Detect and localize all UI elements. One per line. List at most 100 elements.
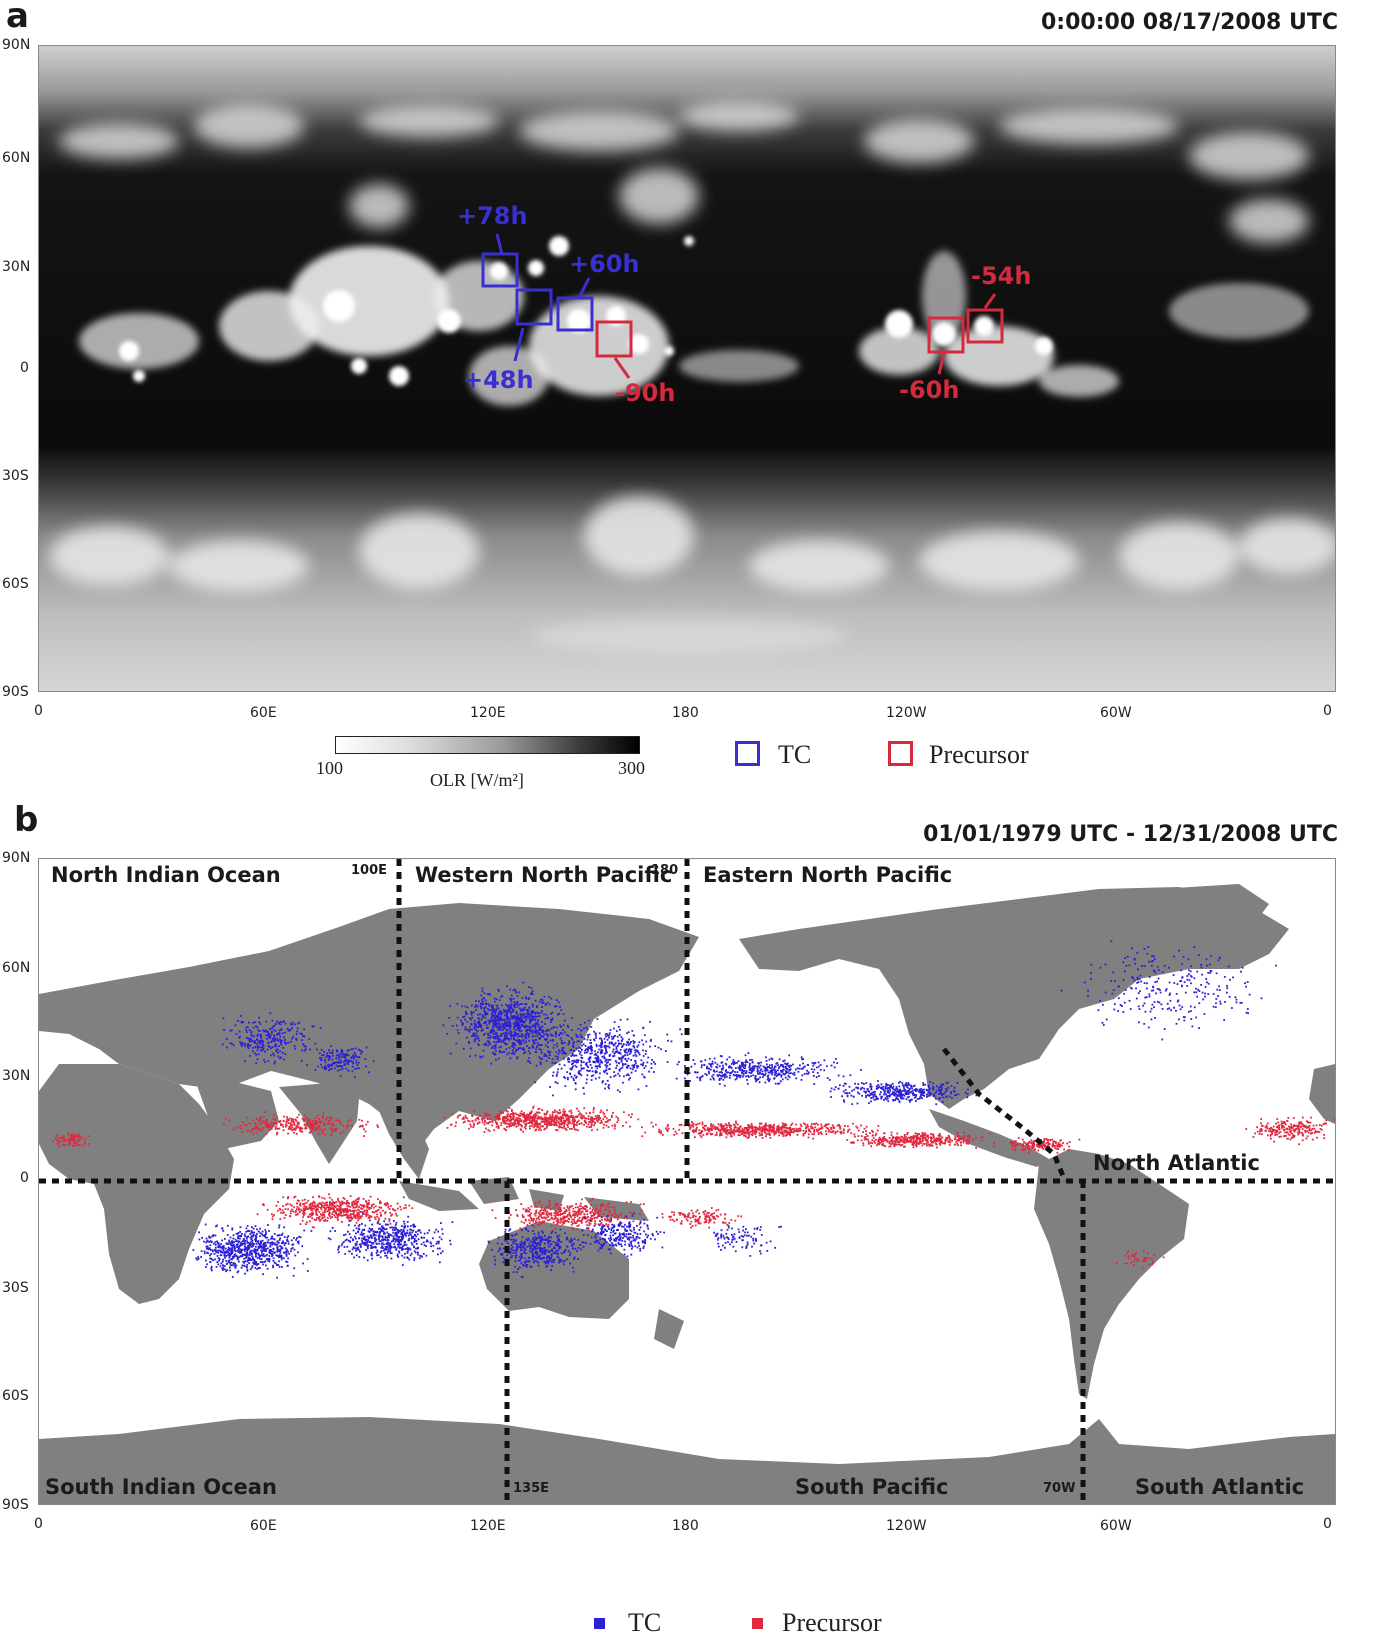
track-point [510,1012,512,1015]
track-point [523,1041,526,1044]
track-point [72,1135,74,1138]
track-point [587,1046,590,1048]
track-point [465,1036,468,1039]
track-point [617,1216,619,1219]
track-point [70,1135,73,1138]
track-point [559,1217,562,1220]
track-point [340,1204,343,1206]
track-point [580,1211,583,1214]
panel-a-lon-180: 180 [672,705,699,721]
track-point [922,1137,925,1139]
track-point [881,1144,883,1146]
track-point [482,1015,484,1018]
track-point [558,1049,560,1051]
track-point [915,1145,918,1148]
track-point [395,1212,397,1215]
track-point [319,1207,322,1209]
track-point [624,1057,627,1060]
track-point [477,1044,480,1047]
track-point [570,1109,573,1112]
track-point [540,1117,542,1120]
track-point [1311,1138,1314,1141]
track-point [341,1214,344,1217]
track-point [524,1118,527,1120]
track-point [547,1219,549,1222]
track-point [795,1123,797,1126]
track-point [287,1197,289,1200]
track-point [864,1137,867,1140]
track-point [915,1138,918,1141]
track-point [889,1143,892,1145]
track-point [498,1116,500,1119]
track-point [914,1141,916,1144]
track-point [535,1064,538,1067]
track-point [77,1139,80,1142]
track-point [78,1136,81,1138]
track-point [921,1144,924,1147]
track-point [533,1118,536,1121]
track-point [570,1116,573,1119]
track-point [694,1218,697,1221]
track-point [319,1219,321,1222]
track-point [527,1009,529,1012]
track-point [558,1109,561,1111]
track-point [505,1003,507,1006]
track-point [1013,1140,1016,1143]
track-point [652,1125,654,1128]
track-point [466,1021,469,1023]
track-point [361,1125,364,1128]
track-point [517,1048,519,1051]
track-point [802,1129,805,1132]
track-point [508,1020,511,1023]
track-point [608,1206,610,1209]
track-point [473,1040,476,1043]
track-point [912,1140,915,1143]
track-point [856,1139,859,1142]
track-point [562,1221,564,1223]
track-point [938,1142,941,1145]
track-point [606,1062,608,1064]
track-point [533,1114,535,1117]
track-point [487,1036,489,1039]
track-point [288,1126,291,1128]
track-point [295,1208,298,1210]
track-point [549,1122,552,1125]
panel-a-lat-60s: 60S [2,576,29,592]
track-point [834,1132,837,1135]
track-point [544,1123,546,1125]
track-point [710,1213,713,1216]
track-point [965,1142,968,1145]
track-point [536,1126,539,1129]
track-point [810,1127,813,1130]
track-point [1141,1266,1144,1269]
track-point [619,1090,621,1093]
track-point [575,1061,578,1064]
track-point [573,1123,575,1126]
track-point [349,1210,352,1213]
track-point [540,1213,543,1215]
track-point [539,1061,542,1064]
track-point [464,1026,467,1029]
track-point [476,1117,478,1120]
track-point [287,1127,290,1130]
track-point [690,1124,693,1127]
track-point [520,1009,523,1011]
track-point [613,1035,615,1038]
track-point [813,1129,815,1132]
track-point [522,981,525,984]
track-point [535,1210,537,1213]
track-point [506,1016,509,1019]
track-point [539,1028,542,1030]
track-point [550,1212,553,1215]
track-point [968,1136,971,1139]
track-point [627,1049,630,1051]
track-point [605,1066,608,1069]
track-point [527,1207,530,1209]
track-point [71,1132,74,1135]
track-point [351,1125,353,1127]
track-point [1298,1125,1301,1128]
track-point [696,1209,699,1212]
track-point [523,1048,526,1051]
track-point [720,1132,723,1135]
track-point [832,1125,835,1128]
